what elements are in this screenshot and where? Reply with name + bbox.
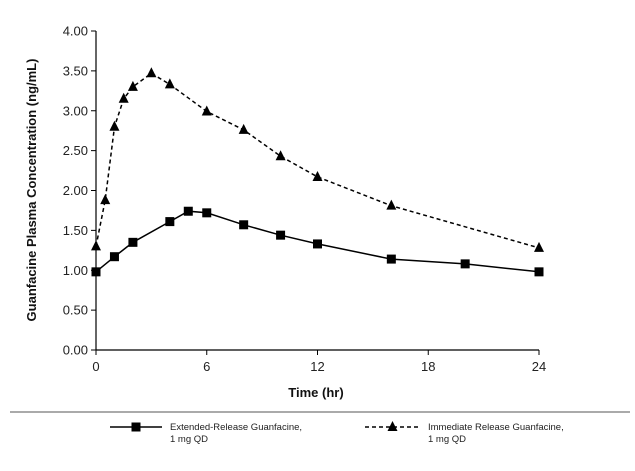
- square-point: [183, 206, 193, 216]
- triangle-point: [238, 123, 249, 134]
- triangle-point: [118, 92, 129, 103]
- legend: Extended-Release Guanfacine,1 mg QDImmed…: [110, 421, 564, 445]
- square-point: [313, 239, 322, 249]
- x-tick-label: 12: [310, 359, 324, 374]
- triangle-point: [312, 170, 323, 181]
- square-point: [91, 267, 101, 277]
- y-tick-label: 1.50: [63, 223, 88, 238]
- triangle-point: [386, 199, 397, 210]
- square-point: [202, 208, 212, 218]
- x-tick-label: 18: [421, 359, 435, 374]
- triangle-point: [127, 80, 138, 91]
- triangle-point: [201, 105, 212, 116]
- legend-item: Immediate Release Guanfacine,1 mg QD: [365, 421, 564, 445]
- legend-label: Immediate Release Guanfacine,: [428, 422, 564, 433]
- x-tick-label: 6: [203, 359, 210, 374]
- y-tick-label: 1.00: [63, 263, 88, 278]
- x-tick-label: 0: [92, 359, 99, 374]
- square-point: [109, 252, 119, 262]
- triangle-point: [100, 194, 111, 205]
- x-axis-ticks: 0 6 12 18 24: [92, 350, 546, 374]
- series-immediate-release: [91, 67, 544, 252]
- triangle-point: [146, 67, 157, 78]
- legend-triangle-marker: [387, 421, 398, 431]
- square-point: [128, 237, 138, 247]
- y-tick-label: 3.50: [63, 63, 88, 78]
- y-tick-label: 0.50: [63, 303, 88, 318]
- series-line: [95, 72, 540, 249]
- legend-label: Extended-Release Guanfacine,: [170, 422, 302, 433]
- y-tick-label: 2.50: [63, 143, 88, 158]
- square-point: [460, 259, 470, 269]
- axes: [95, 31, 539, 351]
- legend-item: Extended-Release Guanfacine,1 mg QD: [110, 422, 302, 445]
- square-point: [239, 220, 249, 230]
- legend-label: 1 mg QD: [428, 434, 466, 445]
- triangle-point: [109, 120, 120, 131]
- y-tick-label: 4.00: [63, 24, 88, 39]
- triangle-point: [534, 241, 544, 252]
- y-tick-label: 3.00: [63, 103, 88, 118]
- y-tick-label: 2.00: [63, 183, 88, 198]
- square-point: [534, 267, 544, 277]
- series-extended-release: [91, 206, 544, 277]
- x-tick-label: 24: [532, 359, 546, 374]
- y-axis-title: Guanfacine Plasma Concentration (ng/mL): [24, 59, 39, 322]
- square-point: [276, 230, 286, 240]
- square-point: [165, 217, 175, 227]
- y-tick-label: 0.00: [63, 343, 88, 358]
- triangle-point: [91, 240, 101, 251]
- y-axis-ticks: 0.00 0.50 1.00 1.50 2.00 2.50 3.00 3.50 4.00: [63, 24, 96, 358]
- legend-label: 1 mg QD: [170, 434, 208, 445]
- series: [91, 67, 544, 277]
- square-point: [386, 254, 396, 264]
- triangle-point: [164, 78, 175, 89]
- x-axis-title: Time (hr): [288, 385, 343, 400]
- legend-square-marker: [131, 422, 141, 432]
- triangle-point: [275, 150, 286, 161]
